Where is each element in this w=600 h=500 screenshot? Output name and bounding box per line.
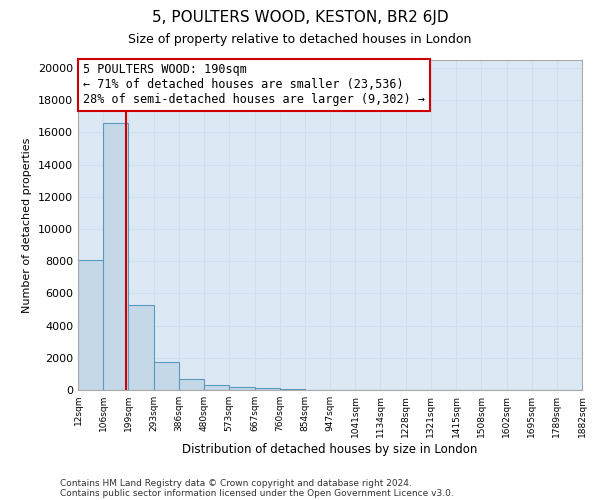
Text: Size of property relative to detached houses in London: Size of property relative to detached ho… bbox=[128, 32, 472, 46]
Y-axis label: Number of detached properties: Number of detached properties bbox=[22, 138, 32, 312]
Bar bbox=[280, 389, 305, 390]
Bar bbox=[254, 388, 280, 390]
Text: 5 POULTERS WOOD: 190sqm
← 71% of detached houses are smaller (23,536)
28% of sem: 5 POULTERS WOOD: 190sqm ← 71% of detache… bbox=[83, 64, 425, 106]
Bar bbox=[128, 304, 154, 390]
Text: Contains public sector information licensed under the Open Government Licence v3: Contains public sector information licen… bbox=[60, 488, 454, 498]
Bar bbox=[179, 378, 204, 390]
Bar bbox=[204, 385, 229, 390]
Bar bbox=[78, 260, 103, 390]
Text: 5, POULTERS WOOD, KESTON, BR2 6JD: 5, POULTERS WOOD, KESTON, BR2 6JD bbox=[152, 10, 448, 25]
Bar bbox=[154, 362, 179, 390]
X-axis label: Distribution of detached houses by size in London: Distribution of detached houses by size … bbox=[182, 442, 478, 456]
Text: Contains HM Land Registry data © Crown copyright and database right 2024.: Contains HM Land Registry data © Crown c… bbox=[60, 478, 412, 488]
Bar bbox=[229, 387, 254, 390]
Bar bbox=[103, 123, 128, 390]
